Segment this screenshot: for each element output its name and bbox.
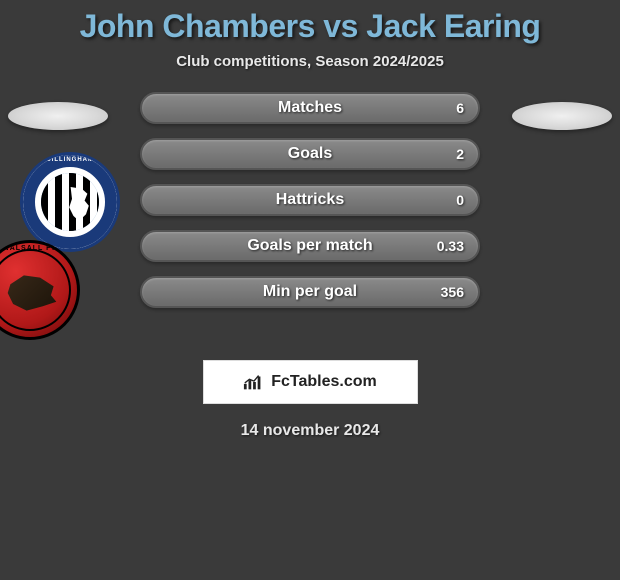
stat-row-hattricks: Hattricks 0	[140, 184, 480, 216]
stat-label: Goals	[142, 145, 478, 163]
crest-stripes	[41, 173, 99, 231]
stats-panel: Matches 6 Goals 2 Hattricks 0 Goals per …	[140, 92, 480, 322]
stat-label: Min per goal	[142, 283, 478, 301]
club-crest-walsall: WALSALL FC	[0, 240, 80, 340]
page-title: John Chambers vs Jack Earing	[0, 8, 620, 45]
stat-label: Goals per match	[142, 237, 478, 255]
brand-badge[interactable]: FcTables.com	[203, 360, 418, 404]
stat-row-matches: Matches 6	[140, 92, 480, 124]
crest-inner	[41, 173, 99, 231]
main-area: GILLINGHAM WALSALL FC Matches 6 Goals 2 …	[0, 92, 620, 342]
stat-value-right: 0.33	[437, 238, 464, 254]
stat-value-right: 6	[456, 100, 464, 116]
player-avatar-left	[8, 102, 108, 130]
date-label: 14 november 2024	[0, 422, 620, 440]
bar-chart-icon	[243, 373, 265, 391]
stat-label: Matches	[142, 99, 478, 117]
player-avatar-right	[512, 102, 612, 130]
subtitle: Club competitions, Season 2024/2025	[0, 53, 620, 70]
crest-text: WALSALL FC	[0, 245, 77, 252]
stat-value-right: 2	[456, 146, 464, 162]
stat-value-right: 0	[456, 192, 464, 208]
club-crest-gillingham: GILLINGHAM	[20, 152, 120, 252]
stat-row-min-per-goal: Min per goal 356	[140, 276, 480, 308]
stat-label: Hattricks	[142, 191, 478, 209]
comparison-card: John Chambers vs Jack Earing Club compet…	[0, 0, 620, 440]
stat-row-goals-per-match: Goals per match 0.33	[140, 230, 480, 262]
stat-value-right: 356	[441, 284, 464, 300]
stat-row-goals: Goals 2	[140, 138, 480, 170]
crest-text: GILLINGHAM	[23, 157, 117, 163]
brand-text: FcTables.com	[271, 373, 377, 391]
